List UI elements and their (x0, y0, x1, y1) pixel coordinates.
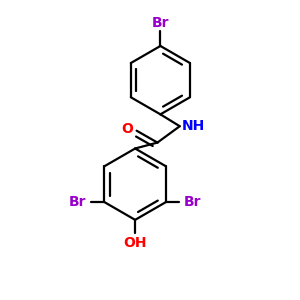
Text: O: O (121, 122, 133, 136)
Text: OH: OH (123, 236, 147, 250)
Text: NH: NH (182, 119, 205, 133)
Text: Br: Br (184, 195, 201, 209)
Text: Br: Br (152, 16, 169, 30)
Text: Br: Br (69, 195, 86, 209)
